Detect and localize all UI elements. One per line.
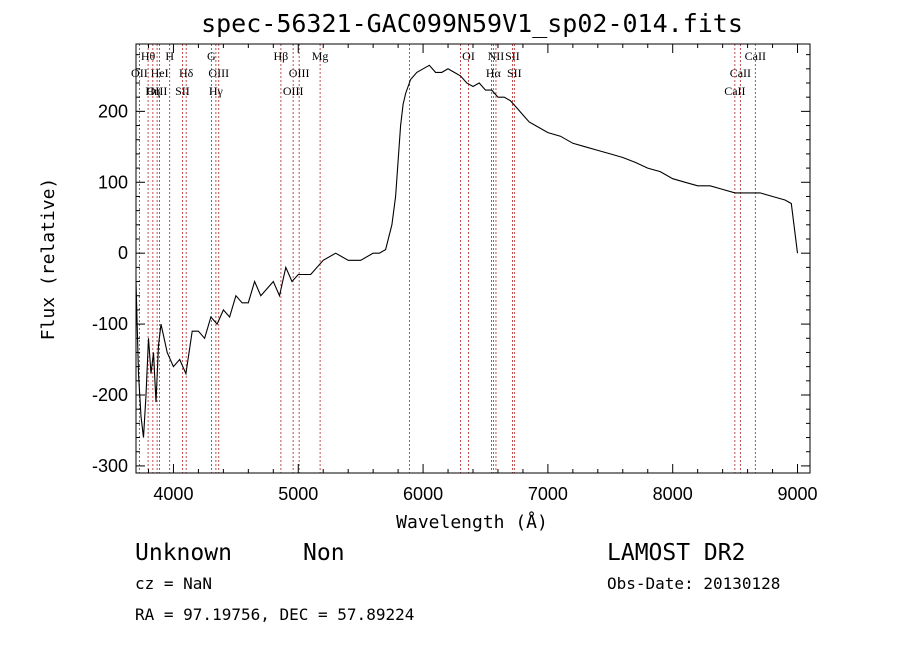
x-tick-label: 5000 [278, 484, 318, 504]
emission-line-label: NII [488, 49, 505, 63]
emission-line-label: H [165, 49, 174, 63]
emission-line-label: SII [505, 49, 520, 63]
emission-line-label: OIII [208, 66, 229, 80]
emission-line-label: G [207, 49, 216, 63]
x-tick-label: 9000 [777, 484, 817, 504]
emission-line-label: Hθ [141, 49, 156, 63]
object-subclass: Non [303, 540, 345, 566]
emission-line-label: OI [462, 49, 475, 63]
emission-line-label: CaII [730, 66, 751, 80]
emission-line-label: Mg [312, 49, 329, 63]
emission-line-label: SII [507, 66, 522, 80]
emission-line-label: CaII [745, 49, 766, 63]
x-tick-label: 6000 [403, 484, 443, 504]
emission-line-label: Hγ [209, 84, 224, 98]
emission-line-label: OII [131, 66, 148, 80]
y-axis-label: Flux (relative) [38, 178, 59, 341]
x-tick-label: 7000 [528, 484, 568, 504]
emission-line-label: OIII [283, 84, 304, 98]
emission-line-label: OIII [289, 66, 310, 80]
y-tick-label: -300 [92, 456, 128, 476]
y-tick-label: 100 [98, 172, 128, 192]
y-tick-label: 0 [118, 243, 128, 263]
emission-line-label: Hβ [274, 49, 289, 63]
observation-date: Obs-Date: 20130128 [607, 574, 780, 593]
axis-ticks: 4000 5000 6000 7000 8000 9000 -300 -200 -100 0 100… [92, 44, 818, 504]
x-tick-label: 8000 [653, 484, 693, 504]
chart-title: spec-56321-GAC099N59V1_sp02-014.fits [201, 9, 743, 38]
object-class: Unknown [135, 540, 232, 566]
y-tick-label: -200 [92, 385, 128, 405]
redshift-value: cz = NaN [135, 574, 212, 593]
emission-line-label: Hδ [179, 66, 194, 80]
emission-line-label: CaII [724, 84, 745, 98]
emission-line-label: HeI [151, 66, 169, 80]
x-tick-label: 4000 [153, 484, 193, 504]
emission-line-label: Hα [486, 66, 502, 80]
plot-frame [135, 43, 811, 474]
emission-line-label: Hη [145, 84, 160, 98]
y-tick-label: -100 [92, 314, 128, 334]
emission-line-label: SII [175, 84, 190, 98]
emission-line-label: OIII [147, 84, 168, 98]
coordinates: RA = 97.19756, DEC = 57.89224 [135, 605, 414, 624]
spectrum-line [135, 64, 799, 438]
x-axis-label: Wavelength (Å) [396, 511, 548, 533]
y-tick-label: 200 [98, 101, 128, 121]
survey-name: LAMOST DR2 [607, 540, 745, 566]
